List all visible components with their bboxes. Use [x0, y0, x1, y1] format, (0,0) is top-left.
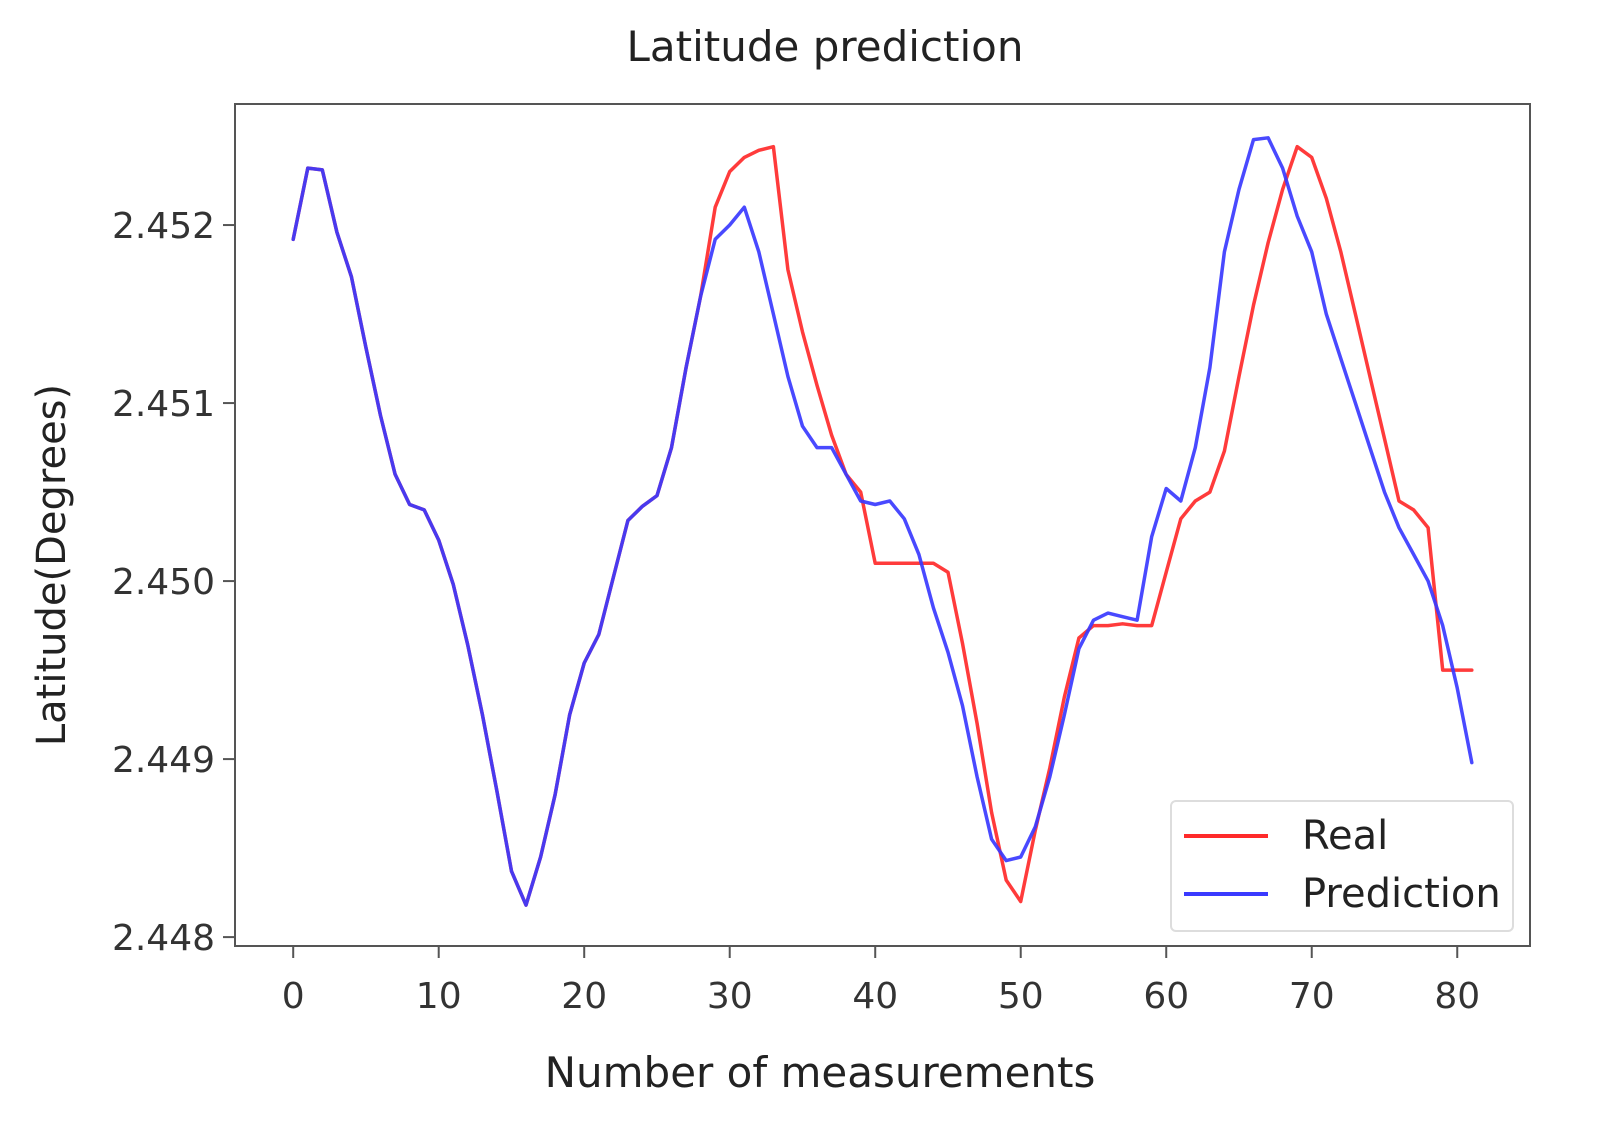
x-tick-label: 30: [707, 976, 753, 1017]
legend-swatch-real: [1184, 834, 1268, 838]
y-tick-label: 2.452: [112, 206, 215, 247]
x-tick-label: 10: [416, 976, 462, 1017]
y-tick-label: 2.448: [112, 918, 215, 959]
series-line-prediction: [291, 136, 1474, 907]
y-tick-label: 2.451: [112, 384, 215, 425]
x-tick-label: 60: [1143, 976, 1189, 1017]
y-tick-label: 2.449: [112, 740, 215, 781]
legend-swatch-prediction: [1184, 892, 1268, 896]
x-tick-label: 70: [1289, 976, 1335, 1017]
x-axis-label: Number of measurements: [544, 1048, 1096, 1097]
legend-item-prediction: Prediction: [1184, 866, 1501, 922]
series-line-real: [291, 144, 1474, 907]
x-tick-label: 40: [852, 976, 898, 1017]
chart-title: Latitude prediction: [626, 22, 1024, 71]
y-tick-label: 2.450: [112, 562, 215, 603]
series-lines: [291, 136, 1474, 907]
x-tick-label: 20: [561, 976, 607, 1017]
legend-label-real: Real: [1302, 813, 1389, 859]
plot-frame: [234, 103, 1531, 947]
legend: Real Prediction: [1170, 800, 1514, 932]
x-tick-label: 80: [1434, 976, 1480, 1017]
y-axis: 2.448 2.449 2.450 2.451 2.452: [112, 206, 235, 959]
x-axis: 0 10 20 30 40 50 60 70 80: [282, 946, 1480, 1017]
x-tick-label: 50: [998, 976, 1044, 1017]
legend-label-prediction: Prediction: [1302, 871, 1501, 917]
y-axis-label: Latitude(Degrees): [29, 383, 75, 747]
x-tick-label: 0: [282, 976, 305, 1017]
legend-item-real: Real: [1184, 808, 1388, 864]
